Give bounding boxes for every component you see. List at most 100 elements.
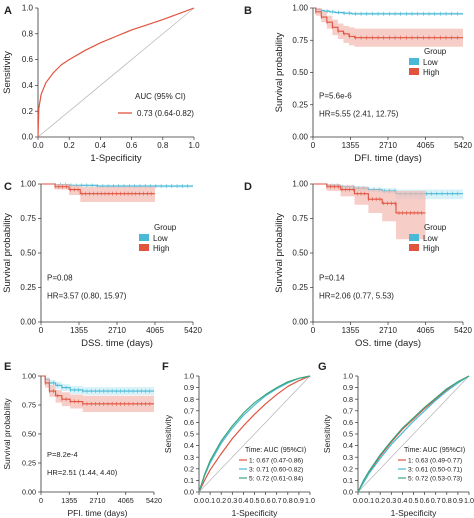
y-tick-label: 0.2 [22,107,34,116]
y-axis-title: Sensitivity [2,51,13,94]
y-tick-label: 0.25 [292,283,308,292]
legend-swatch-low [139,234,149,241]
legend-swatch-low [409,58,419,65]
roc-curve-2 [357,375,470,493]
legend-entry-2: 3: 0.71 (0.60-0.82) [249,467,303,474]
y-tick-label: 0.6 [184,418,194,427]
y-tick-label: 0.7 [343,406,353,415]
y-tick-label: 0.4 [22,81,34,90]
x-tick-label: 0 [39,496,43,505]
y-tick-label: 0.00 [292,133,308,142]
y-tick-label: 1.0 [22,4,34,13]
x-tick-label: 1355 [61,496,77,505]
panel-label: G [318,361,327,373]
x-tick-label: 0 [311,141,316,150]
x-tick-label: 4065 [417,141,435,150]
x-axis-title: 1-Specificity [232,508,279,518]
p-value-text: P=8.2e-4 [47,450,78,459]
x-tick-label: 2710 [379,326,397,335]
legend-entry-low: Low [153,234,168,243]
x-tick-label: 0.7 [431,496,441,505]
x-axis-title: DFI. time (days) [354,153,422,164]
x-tick-label: 1.0 [188,141,200,150]
legend-title: Group [424,47,447,56]
x-tick-label: 0.9 [453,496,463,505]
x-axis-title: PFI. time (days) [68,508,128,518]
y-tick-label: 0.75 [22,401,36,410]
x-tick-label: 0.4 [238,496,248,505]
y-tick-label: 0.9 [343,383,353,392]
x-tick-label: 0.9 [294,496,304,505]
x-tick-label: 0.4 [95,141,107,150]
ci-band-high [313,8,463,47]
panel-label: A [4,5,12,17]
y-tick-label: 1.00 [292,4,308,13]
y-axis-title: Survival probability [2,398,12,470]
y-tick-label: 0.1 [343,476,353,485]
y-tick-label: 0.75 [20,214,36,223]
x-tick-label: 4065 [118,496,134,505]
y-tick-label: 0.8 [22,29,34,38]
y-tick-label: 0.5 [343,430,353,439]
panel-label: F [162,361,169,373]
roc-curve-1 [37,7,195,138]
x-tick-label: 0.4 [397,496,407,505]
x-tick-label: 0.6 [420,496,430,505]
x-tick-label: 1355 [342,326,360,335]
y-tick-label: 0.0 [22,133,34,142]
x-axis-title: 1-Specificity [391,508,438,518]
x-tick-label: 1.0 [305,496,315,505]
y-tick-label: 0.5 [184,430,194,439]
x-tick-label: 1355 [342,141,360,150]
y-tick-label: 0.3 [343,453,353,462]
legend-entry-high: High [423,244,439,253]
y-axis-title: Sensitivity [322,414,332,453]
legend-swatch-low [409,234,419,241]
x-tick-label: 0.3 [227,496,237,505]
y-tick-label: 0.6 [22,55,34,64]
y-tick-label: 0.25 [292,100,308,109]
x-tick-label: 0.5 [250,496,260,505]
y-tick-label: 0.7 [184,406,194,415]
panel-g: G0.0 0.1 0.2 0.3 0.4 0.5 0.6 0.7 0.8 0.9 1.00.00.1… [318,361,474,518]
legend-swatch-high [139,244,149,251]
legend-swatch-high [409,244,419,251]
x-tick-label: 1.0 [464,496,474,505]
km-curve-high [41,375,154,405]
y-tick-label: 0.4 [184,441,194,450]
x-tick-label: 4065 [417,326,435,335]
y-tick-label: 0.00 [20,318,36,327]
x-tick-label: 0.1 [205,496,215,505]
panel-a: A 0.0 0.2 0.4 0.6 0.8 1.0 0.0 0.2 0.4 0.6 0.8 1.0 1-S… [2,4,200,164]
hazard-ratio-text: HR=2.06 (0.77, 5.53) [319,292,394,301]
y-tick-label: 0.0 [184,488,194,497]
panel-label: C [4,181,12,193]
y-tick-label: 0.75 [292,36,308,45]
roc-curve-3 [198,375,311,493]
roc-curve-3 [357,375,470,493]
y-tick-label: 1.00 [292,180,308,189]
panel-label: E [4,361,11,373]
p-value-text: P=0.08 [47,274,73,283]
y-tick-label: 0.75 [292,214,308,223]
x-tick-label: 0.2 [375,496,385,505]
x-tick-label: 0.7 [272,496,282,505]
y-tick-label: 0.50 [292,249,308,258]
legend-entry-1: 1: 0.63 (0.49-0.77) [408,458,462,465]
y-tick-label: 1.0 [184,372,194,381]
y-tick-label: 0.0 [343,488,353,497]
y-tick-label: 0.2 [184,464,194,473]
legend-title: Group [424,223,447,232]
y-tick-label: 0.00 [292,318,308,327]
x-tick-label: 2710 [108,326,126,335]
x-axis-title: DSS. time (days) [81,338,153,349]
p-value-text: P=0.14 [319,274,345,283]
chance-diagonal [357,375,470,493]
x-tick-label: 2710 [379,141,397,150]
x-tick-label: 0.8 [157,141,169,150]
x-tick-label: 5420 [184,326,202,335]
legend-entry-low: Low [423,234,438,243]
legend-entry-3: 5: 0.72 (0.61-0.84) [249,476,303,483]
km-curve-high [313,183,426,214]
ci-band-high [313,184,426,240]
